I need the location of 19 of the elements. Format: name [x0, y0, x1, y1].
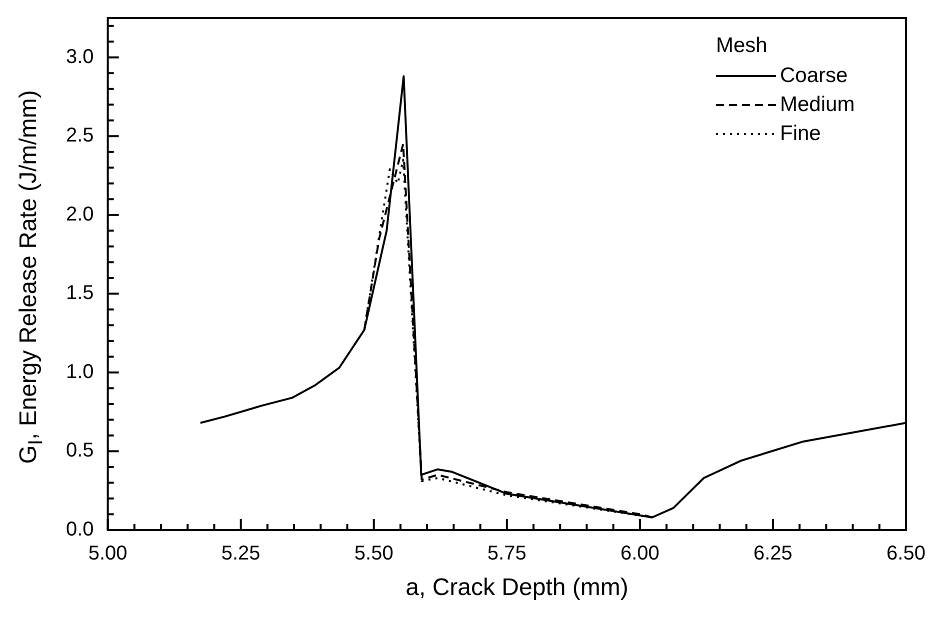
- y-tick-label: 3.0: [66, 46, 94, 68]
- y-tick-label: 1.5: [66, 282, 94, 304]
- text: 5.00: [88, 542, 128, 565]
- y-tick-label: 2.0: [66, 203, 94, 226]
- legend-title: Mesh: [716, 34, 768, 57]
- legend-label: Fine: [780, 122, 821, 145]
- y-tick-label: 0.0: [66, 518, 94, 541]
- x-tick-label: 6.50: [886, 542, 926, 565]
- legend-label: Medium: [780, 92, 855, 116]
- x-tick-label: 5.50: [354, 542, 394, 565]
- y-tick-label: 1.0: [66, 360, 94, 383]
- x-axis-title: a, Crack Depth (mm): [404, 574, 630, 602]
- legend-label: Coarse: [780, 64, 848, 87]
- x-tick-label: 5.25: [221, 542, 260, 565]
- y-tick-label: 0.5: [66, 440, 94, 462]
- x-tick-label: 6.25: [754, 542, 792, 565]
- x-tick-label: 5.75: [487, 542, 526, 565]
- x-tick-label: 6.00: [620, 542, 660, 565]
- y-tick-label: 2.5: [66, 124, 94, 147]
